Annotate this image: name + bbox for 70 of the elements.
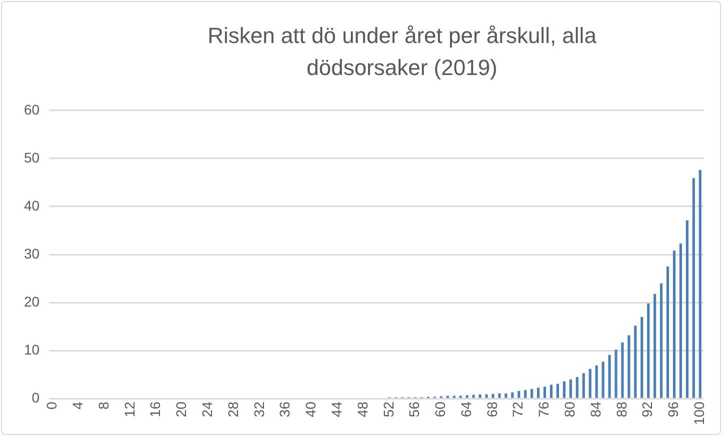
x-tick-label: 44	[328, 401, 344, 418]
bar	[621, 342, 624, 398]
chart-title: Risken att dö under året per årskull, alla dödsorsaker (2019)	[206, 22, 598, 82]
bar	[498, 393, 501, 398]
bar	[504, 393, 508, 398]
bar	[602, 362, 604, 398]
bar	[595, 365, 598, 398]
bar	[556, 384, 560, 398]
x-tick-label: 36	[276, 401, 293, 418]
x-tick-label: 76	[536, 401, 552, 418]
bar	[511, 392, 514, 398]
x-tick-label: 32	[250, 401, 267, 418]
x-tick-label: 100	[690, 401, 707, 425]
x-tick-label: 80	[562, 401, 578, 418]
bar	[485, 394, 488, 398]
bar	[550, 384, 553, 398]
x-tick-label: 64	[458, 401, 474, 418]
bar	[608, 354, 611, 398]
y-tick-label: 50	[24, 149, 40, 166]
x-tick-label: 84	[587, 401, 604, 418]
x-tick-label: 92	[639, 401, 656, 418]
bar	[628, 335, 630, 398]
bar	[666, 266, 670, 398]
bar	[518, 390, 520, 398]
x-tick-label: 28	[224, 401, 241, 418]
bar	[582, 373, 585, 398]
y-tick-label: 20	[24, 293, 40, 310]
bar	[692, 178, 695, 398]
x-tick-label: 72	[510, 401, 526, 418]
bar	[472, 394, 475, 398]
x-tick-label: 60	[432, 401, 448, 418]
x-tick-label: 56	[406, 401, 422, 418]
bar	[576, 377, 578, 398]
x-tick-label: 68	[484, 401, 500, 418]
x-tick-label: 96	[665, 401, 682, 418]
bar	[647, 304, 650, 398]
bar	[537, 388, 540, 398]
bar	[634, 326, 637, 398]
x-tick-label: 40	[302, 401, 319, 418]
bar	[686, 220, 688, 398]
bar	[478, 394, 482, 398]
x-tick-label: 16	[147, 401, 164, 418]
bar	[660, 283, 663, 398]
bar	[530, 389, 534, 398]
bar	[524, 390, 527, 398]
bar	[679, 243, 682, 398]
y-tick-label: 30	[24, 245, 40, 262]
x-tick-label: 8	[95, 401, 112, 410]
bar	[562, 381, 566, 398]
bar	[654, 294, 656, 398]
x-tick-label: 24	[199, 401, 216, 418]
y-tick-label: 60	[24, 101, 40, 118]
bar	[614, 350, 618, 398]
x-tick-label: 88	[613, 401, 630, 418]
bar	[698, 170, 702, 398]
bar	[466, 395, 468, 398]
bar	[672, 250, 676, 398]
bar	[640, 316, 644, 398]
x-tick-label: 4	[70, 401, 86, 410]
y-tick-label: 10	[24, 341, 40, 358]
bar	[543, 386, 546, 398]
x-tick-label: 52	[380, 401, 396, 418]
y-tick-label: 40	[24, 197, 40, 214]
bar	[588, 368, 592, 398]
bar	[569, 379, 572, 398]
x-tick-label: 20	[173, 401, 190, 418]
x-tick-label: 0	[44, 401, 60, 410]
x-tick-label: 48	[354, 401, 370, 418]
bar	[492, 394, 494, 398]
x-tick-label: 12	[121, 401, 138, 418]
